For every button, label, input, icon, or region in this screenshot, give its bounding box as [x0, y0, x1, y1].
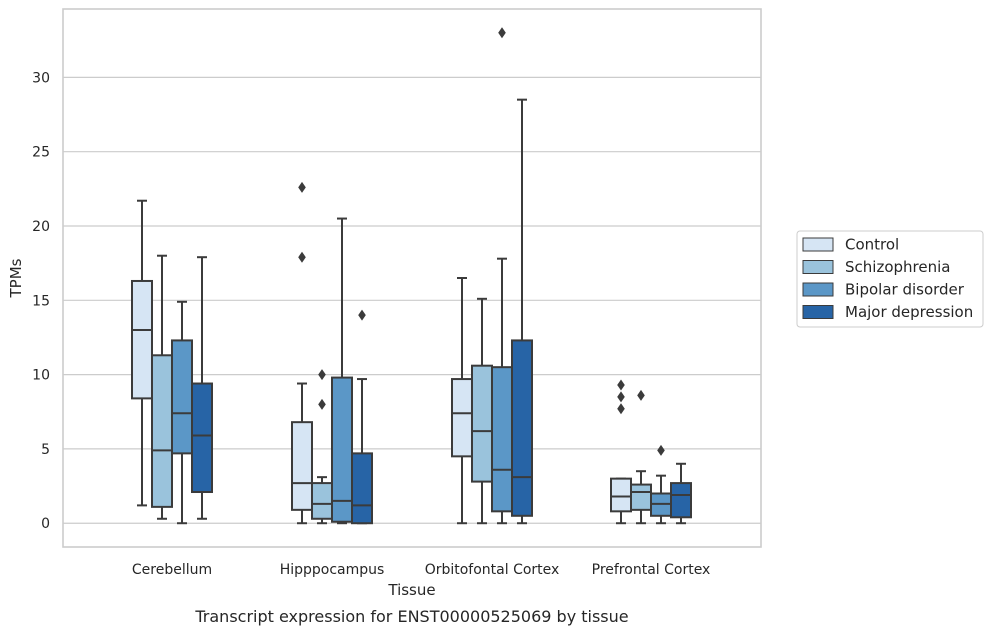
box-schizophrenia: [630, 389, 652, 525]
outlier-point: [617, 403, 625, 415]
box-control: [610, 379, 632, 525]
plot-area: [63, 9, 761, 547]
legend-frame: [796, 230, 984, 328]
legend-swatch: [802, 260, 834, 274]
x-tick-label: Hipppocampus: [280, 562, 385, 578]
legend: Control Schizophrenia Bipolar disorder Majo…: [796, 230, 984, 328]
x-axis-label: Tissue: [387, 581, 435, 599]
y-tick-label: 15: [32, 293, 50, 309]
legend-label: Control: [845, 236, 899, 254]
boxes: [131, 27, 692, 525]
legend-swatch: [802, 305, 834, 319]
y-tick-label: 10: [32, 368, 50, 384]
box-control: [451, 277, 473, 525]
y-tick-label: 25: [32, 145, 50, 161]
x-tick-label: Cerebellum: [132, 562, 212, 578]
box-iqr: [331, 376, 353, 523]
outlier-point: [318, 369, 326, 381]
box-major-depression: [511, 98, 533, 525]
legend-swatch: [802, 237, 834, 252]
outlier-point: [358, 309, 366, 321]
box-iqr: [171, 339, 193, 455]
box-iqr: [291, 421, 313, 511]
box-iqr: [471, 364, 493, 483]
box-schizophrenia: [151, 254, 173, 520]
legend-label: Schizophrenia: [845, 258, 950, 276]
box-schizophrenia: [471, 297, 493, 525]
box-iqr: [610, 477, 632, 513]
box-bipolar-disorder: [171, 300, 193, 525]
legend-label: Major depression: [845, 303, 973, 321]
box-iqr: [670, 482, 692, 519]
legend-items: Control Schizophrenia Bipolar disorder Majo…: [802, 236, 973, 321]
y-tick-label: 20: [32, 219, 50, 235]
y-tick-label: 30: [32, 70, 50, 86]
box-iqr: [151, 354, 173, 508]
y-tick-label: 0: [41, 516, 50, 532]
legend-swatch: [802, 282, 834, 297]
x-tick-label: Orbitofontal Cortex: [425, 562, 560, 578]
box-iqr: [451, 378, 473, 458]
box-major-depression: [191, 256, 213, 520]
box-iqr: [630, 483, 652, 511]
plot-frame: [62, 8, 762, 548]
box-major-depression: [351, 309, 373, 525]
x-tick-label: Prefrontal Cortex: [592, 562, 711, 578]
outlier-point: [298, 251, 306, 263]
y-tick-labels: 0 5 10 15 20 25 30: [32, 70, 50, 532]
outlier-point: [617, 379, 625, 391]
box-iqr: [491, 366, 513, 513]
box-iqr: [351, 452, 373, 525]
outlier-point: [657, 444, 665, 456]
box-bipolar-disorder: [331, 217, 353, 525]
outlier-point: [637, 389, 645, 401]
legend-label: Bipolar disorder: [845, 281, 965, 299]
y-axis-label: TPMs: [7, 258, 25, 298]
chart-caption: Transcript expression for ENST0000052506…: [194, 607, 628, 626]
box-iqr: [131, 279, 153, 400]
box-control: [291, 181, 313, 525]
box-iqr: [191, 382, 213, 494]
outlier-point: [617, 391, 625, 403]
outlier-point: [298, 181, 306, 193]
x-tick-labels: Cerebellum Hipppocampus Orbitofontal Corte…: [132, 562, 710, 578]
box-iqr: [511, 339, 533, 517]
outlier-point: [318, 398, 326, 410]
outlier-point: [498, 27, 506, 39]
box-iqr: [311, 482, 333, 520]
y-tick-label: 5: [41, 442, 50, 458]
box-major-depression: [670, 462, 692, 525]
box-control: [131, 199, 153, 507]
